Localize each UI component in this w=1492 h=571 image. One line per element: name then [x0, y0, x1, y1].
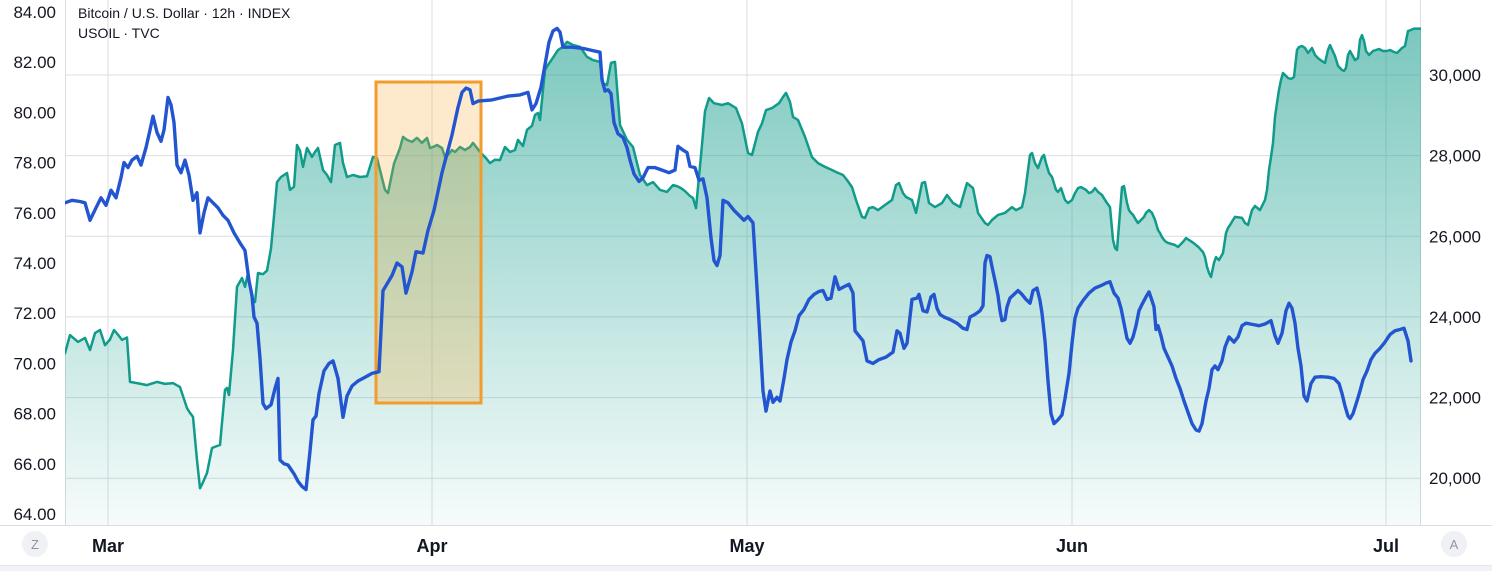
time-axis-tick: Apr	[417, 536, 448, 556]
legend: Bitcoin / U.S. Dollar · 12h · INDEX USOI…	[78, 3, 290, 43]
legend-symbol-secondary[interactable]: USOIL · TVC	[78, 25, 160, 41]
bottom-scrollbar-strip	[0, 565, 1492, 571]
right-axis-tick: 28,000	[1429, 147, 1481, 166]
left-axis-tick: 74.00	[13, 254, 56, 273]
time-axis[interactable]: Mar Apr May Jun Jul	[92, 536, 1399, 556]
right-axis-tick: 22,000	[1429, 389, 1481, 408]
right-axis-tick: 24,000	[1429, 308, 1481, 327]
right-axis-tick: 26,000	[1429, 227, 1481, 246]
left-axis-tick: 82.00	[13, 53, 56, 72]
right-axis-tick: 20,000	[1429, 469, 1481, 488]
legend-symbol-primary[interactable]: Bitcoin / U.S. Dollar · 12h · INDEX	[78, 5, 291, 21]
left-axis-tick: 76.00	[13, 204, 56, 223]
left-price-axis[interactable]: 84.00 82.00 80.00 78.00 76.00 74.00 72.00 70.00…	[13, 3, 56, 524]
highlight-box[interactable]	[374, 80, 483, 405]
left-axis-tick: 66.00	[13, 455, 56, 474]
time-axis-tick: Jul	[1373, 536, 1399, 556]
usoil-line[interactable]	[65, 26, 1413, 492]
btc-area-fill	[65, 28, 1421, 525]
left-axis-tick: 68.00	[13, 405, 56, 424]
left-axis-tick: 70.00	[13, 354, 56, 373]
left-axis-tick: 72.00	[13, 304, 56, 323]
timezone-badge[interactable]: Z	[22, 531, 48, 557]
time-axis-tick: May	[729, 536, 764, 556]
right-axis-tick: 30,000	[1429, 66, 1481, 85]
left-axis-tick: 80.00	[13, 103, 56, 122]
autoscale-badge[interactable]: A	[1441, 531, 1467, 557]
btc-line[interactable]	[65, 27, 1421, 490]
time-axis-tick: Mar	[92, 536, 124, 556]
right-price-axis[interactable]: 30,000 28,000 26,000 24,000 22,000 20,000	[1429, 66, 1481, 488]
left-axis-tick: 64.00	[13, 505, 56, 524]
left-axis-tick: 84.00	[13, 3, 56, 22]
left-axis-tick: 78.00	[13, 154, 56, 173]
time-axis-tick: Jun	[1056, 536, 1088, 556]
